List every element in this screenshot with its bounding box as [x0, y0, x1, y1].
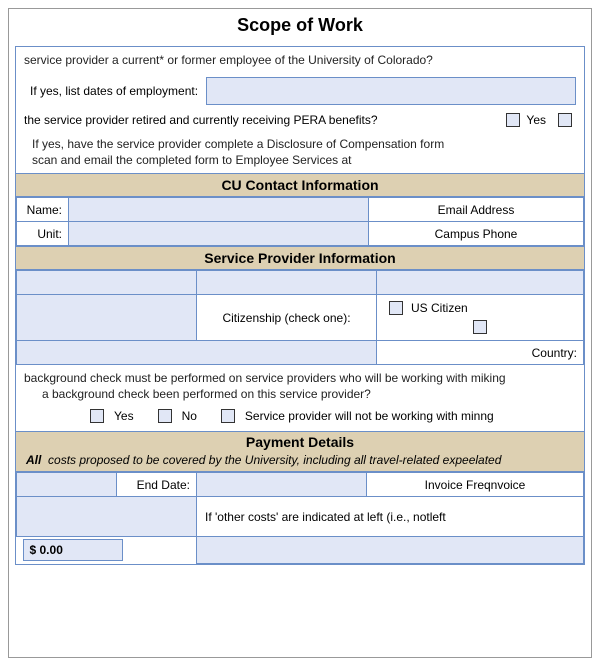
bgcheck-text2: a background check been performed on thi…	[16, 385, 584, 407]
bgcheck-yes-label: Yes	[114, 409, 134, 423]
us-citizen-label: US Citizen	[411, 301, 468, 315]
intro-line-1: service provider a current* or former em…	[16, 47, 584, 73]
invoice-freq-label: Invoice Freqnvoice	[367, 473, 584, 497]
sp-info-header: Service Provider Information	[16, 246, 584, 270]
end-date-field[interactable]	[197, 473, 367, 497]
phone-label: Campus Phone	[369, 222, 584, 246]
citizenship-options: US Citizen	[377, 295, 584, 341]
pera-question: the service provider retired and current…	[24, 113, 502, 127]
unit-label: Unit:	[17, 222, 69, 246]
cu-contact-table: Name: Email Address Unit: Campus Phone	[16, 197, 584, 246]
other-costs-label: If 'other costs' are indicated at left (…	[205, 510, 446, 524]
page-container: Scope of Work service provider a current…	[8, 8, 592, 658]
sp-field-1[interactable]	[17, 271, 197, 295]
country-label: Country:	[377, 341, 584, 365]
amount-field[interactable]: $ 0.00	[23, 539, 123, 561]
employment-dates-field[interactable]	[206, 77, 576, 105]
sp-field-2[interactable]	[197, 271, 377, 295]
payment-header: Payment Details	[16, 432, 584, 452]
disclosure-line-1: If yes, have the service provider comple…	[16, 131, 584, 151]
pera-yes-checkbox[interactable]	[506, 113, 520, 127]
email-label: Email Address	[369, 198, 584, 222]
bgcheck-yes-checkbox[interactable]	[90, 409, 104, 423]
pera-no-checkbox[interactable]	[558, 113, 572, 127]
payment-sub-text: costs proposed to be covered by the Univ…	[45, 453, 502, 467]
pay-field-3[interactable]	[197, 537, 584, 564]
name-field[interactable]	[69, 198, 369, 222]
form-body: service provider a current* or former em…	[15, 46, 585, 565]
bgcheck-no-checkbox[interactable]	[158, 409, 172, 423]
pera-yes-label: Yes	[526, 113, 546, 127]
page-title: Scope of Work	[9, 15, 591, 36]
payment-sub: All costs proposed to be covered by the …	[16, 452, 584, 471]
employment-dates-row: If yes, list dates of employment:	[16, 73, 584, 109]
cu-contact-header: CU Contact Information	[16, 173, 584, 197]
other-costs-cell: If 'other costs' are indicated at left (…	[197, 497, 584, 537]
citizenship-label: Citizenship (check one):	[197, 295, 377, 341]
name-label: Name:	[17, 198, 69, 222]
pay-field-2[interactable]	[17, 497, 197, 537]
bgcheck-none-checkbox[interactable]	[221, 409, 235, 423]
payment-table: End Date: Invoice Freqnvoice If 'other c…	[16, 472, 584, 564]
bgcheck-none-label: Service provider will not be working wit…	[245, 409, 494, 423]
pay-field-1[interactable]	[17, 473, 117, 497]
sp-field-3[interactable]	[377, 271, 584, 295]
bgcheck-no-label: No	[182, 409, 197, 423]
other-citizen-checkbox[interactable]	[473, 320, 487, 334]
sp-field-4[interactable]	[17, 295, 197, 341]
bgcheck-options-row: Yes No Service provider will not be work…	[16, 407, 584, 431]
sp-info-table: Citizenship (check one): US Citizen Coun…	[16, 270, 584, 365]
bgcheck-text1: background check must be performed on se…	[16, 365, 584, 385]
end-date-label: End Date:	[117, 473, 197, 497]
us-citizen-checkbox[interactable]	[389, 301, 403, 315]
pera-row: the service provider retired and current…	[16, 109, 584, 131]
sp-field-5[interactable]	[17, 341, 377, 365]
payment-header-block: Payment Details All costs proposed to be…	[16, 431, 584, 472]
unit-field[interactable]	[69, 222, 369, 246]
employment-dates-label: If yes, list dates of employment:	[30, 84, 198, 98]
disclosure-line-2: scan and email the completed form to Emp…	[16, 151, 584, 173]
